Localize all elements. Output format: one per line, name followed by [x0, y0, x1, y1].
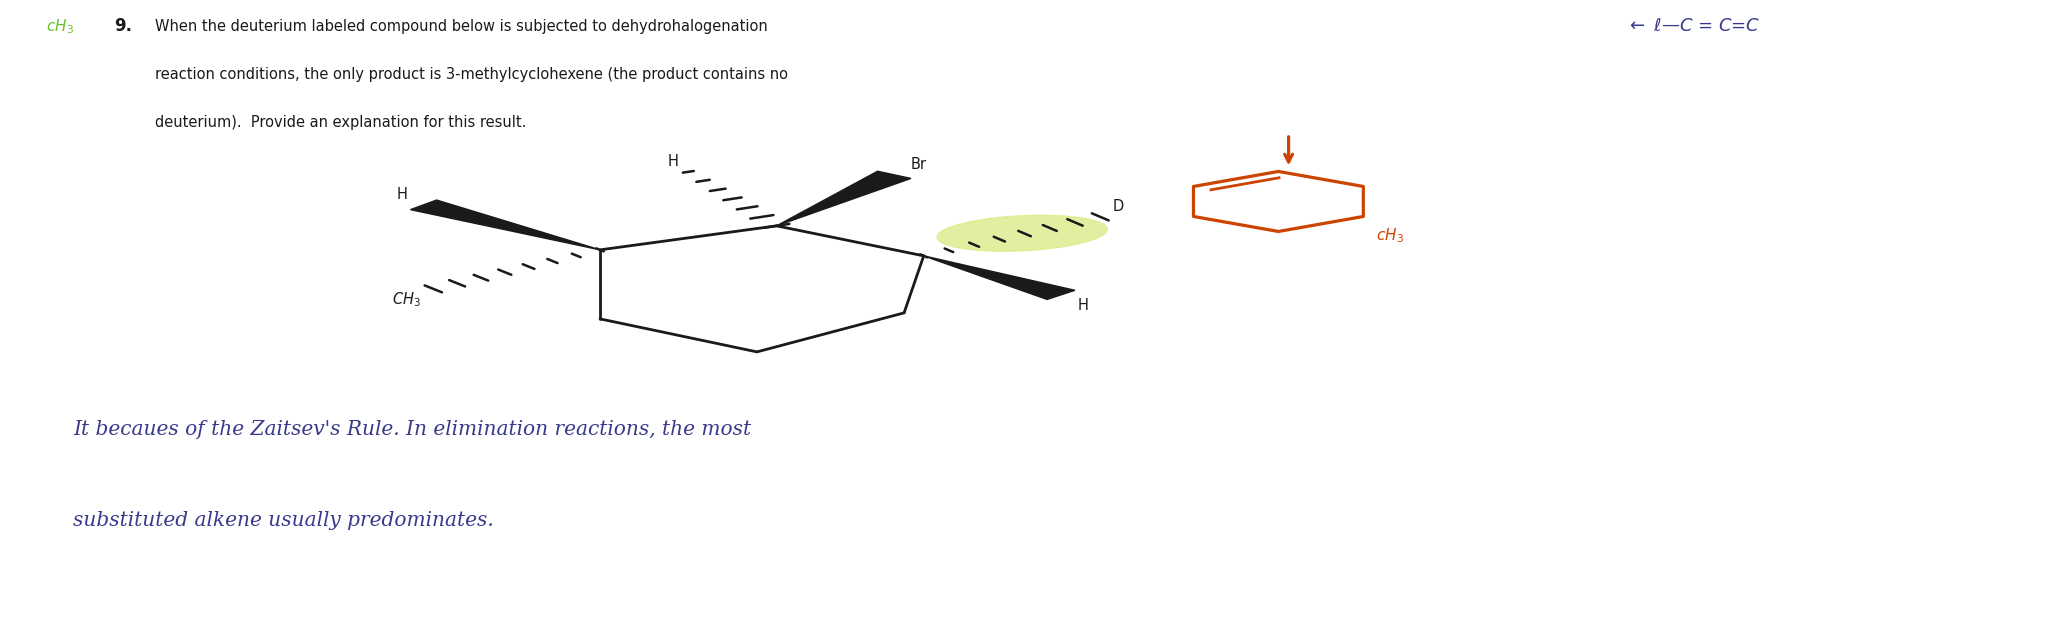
Text: H: H — [667, 154, 677, 169]
Text: deuterium).  Provide an explanation for this result.: deuterium). Provide an explanation for t… — [155, 115, 526, 130]
Text: Br: Br — [910, 157, 927, 171]
Text: D: D — [1113, 199, 1123, 214]
Text: 9.: 9. — [115, 17, 131, 35]
Text: reaction conditions, the only product is 3-methylcyclohexene (the product contai: reaction conditions, the only product is… — [155, 67, 788, 82]
Text: H: H — [397, 187, 407, 202]
Text: substituted alkene usually predominates.: substituted alkene usually predominates. — [74, 511, 493, 530]
Text: When the deuterium labeled compound below is subjected to dehydrohalogenation: When the deuterium labeled compound belo… — [155, 19, 767, 34]
Polygon shape — [777, 171, 910, 226]
Text: H: H — [1078, 298, 1088, 313]
Text: It becaues of the Zaitsev's Rule. In elimination reactions, the most: It becaues of the Zaitsev's Rule. In eli… — [74, 420, 751, 440]
Text: $c$H$_3$: $c$H$_3$ — [47, 17, 74, 36]
Ellipse shape — [937, 215, 1107, 251]
Text: $CH_3$: $CH_3$ — [393, 290, 421, 309]
Text: $c$H$_3$: $c$H$_3$ — [1377, 227, 1404, 245]
Polygon shape — [411, 200, 599, 250]
Polygon shape — [923, 256, 1074, 300]
Text: $\leftarrow$ $\ell$—C = C=C: $\leftarrow$ $\ell$—C = C=C — [1627, 17, 1760, 35]
